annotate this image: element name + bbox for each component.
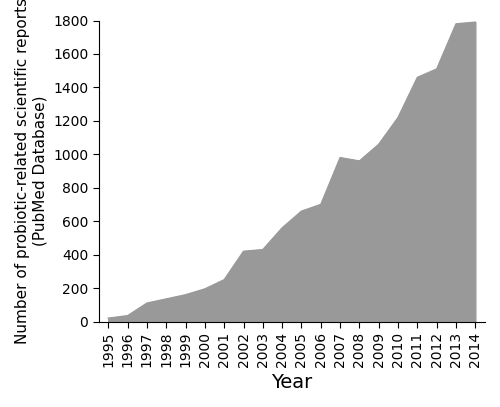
Y-axis label: Number of probiotic-related scientific reports
(PubMed Database): Number of probiotic-related scientific r… (15, 0, 48, 344)
X-axis label: Year: Year (271, 373, 312, 392)
